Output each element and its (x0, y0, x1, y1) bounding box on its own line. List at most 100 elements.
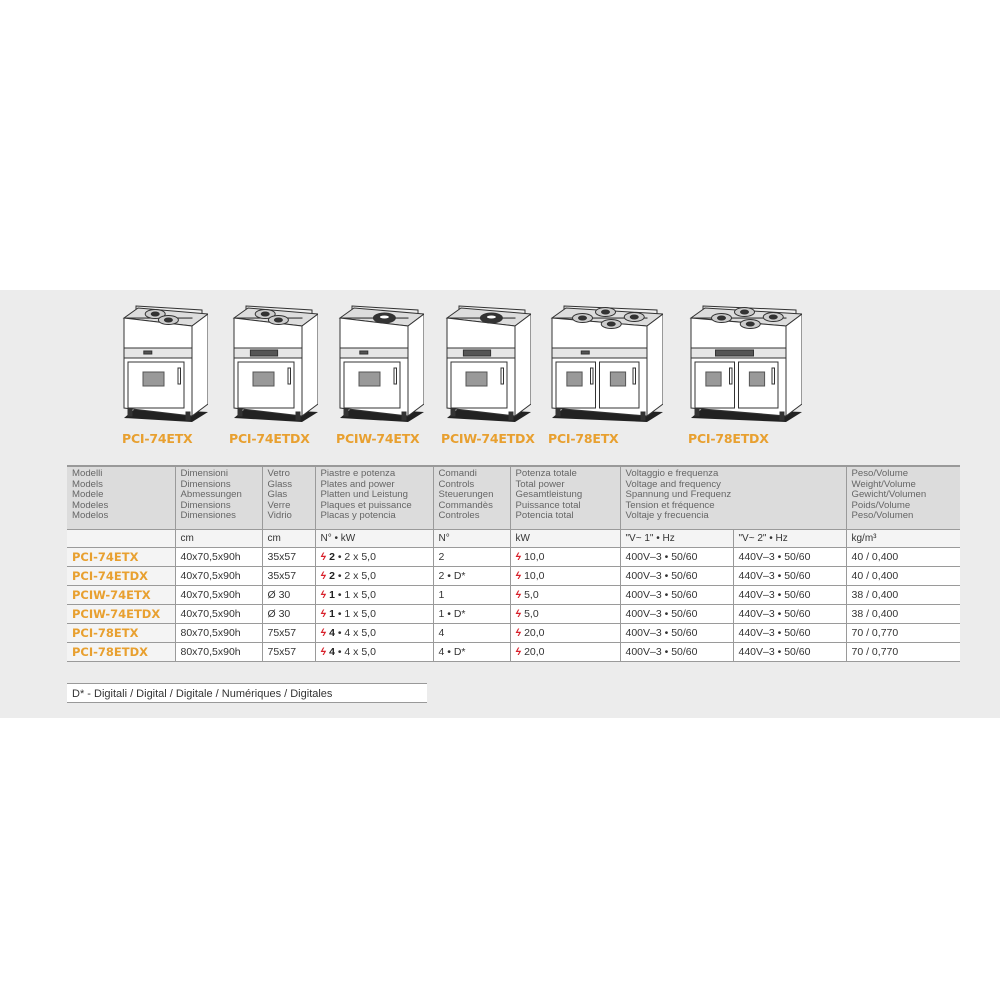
model-cell: PCI-78ETDX (67, 642, 176, 662)
table-row: PCI-74ETX 40x70,5x90h 35x57 ϟ 2 • 2 x 5,0 2 ϟ 1… (67, 547, 960, 567)
lightning-bolt-icon: ϟ (515, 551, 522, 563)
header-line: Models (72, 478, 103, 490)
total-power-cell: ϟ 20,0 (510, 642, 621, 662)
table-row: PCI-78ETX 80x70,5x90h 75x57 ϟ 4 • 4 x 5,0 4 ϟ 2… (67, 623, 960, 643)
unit-cell: "V~ 1" • Hz (620, 529, 734, 548)
header-line: Vidrio (267, 510, 292, 521)
controls-cell: 4 (433, 623, 511, 643)
column-header: Dimensioni Dimensions Abmessungen Dimension… (175, 465, 263, 530)
glass-cell: Ø 30 (262, 604, 316, 624)
header-line: Glas (267, 489, 288, 500)
lightning-bolt-icon: ϟ (320, 627, 327, 639)
stove-drawing (550, 305, 663, 422)
header-row: Modelli Models Modele Modeles Modelos Dimensi… (67, 465, 960, 530)
controls-cell: 1 • D* (433, 604, 511, 624)
dimensions-cell: 40x70,5x90h (175, 566, 263, 586)
header-line: Modelos (72, 510, 109, 521)
product-illustration (687, 300, 802, 422)
product-label: PCIW-74ETX (336, 431, 420, 446)
total-power-cell: ϟ 10,0 (510, 566, 621, 586)
lightning-bolt-icon: ϟ (515, 608, 522, 620)
dimensions-cell: 40x70,5x90h (175, 547, 263, 567)
header-line: Controls (438, 478, 475, 490)
voltage1-cell: 400V–3 • 50/60 (620, 642, 734, 662)
table-row: PCIW-74ETDX 40x70,5x90h Ø 30 ϟ 1 • 1 x 5,0 1 … (67, 604, 960, 624)
total-power-value: 10,0 (524, 551, 545, 563)
voltage2-cell: 440V–3 • 50/60 (733, 585, 847, 605)
product-label: PCI-78ETDX (688, 431, 769, 446)
voltage2-cell: 440V–3 • 50/60 (733, 604, 847, 624)
unit-cell: N° • kW (315, 529, 434, 548)
column-header: Vetro Glass Glas Verre Vidrio (262, 465, 316, 530)
header-line: Peso/Volumen (851, 510, 914, 521)
model-cell: PCIW-74ETX (67, 585, 176, 605)
header-line: Vetro (267, 468, 290, 479)
voltage1-cell: 400V–3 • 50/60 (620, 623, 734, 643)
voltage2-cell: 440V–3 • 50/60 (733, 623, 847, 643)
total-power-value: 20,0 (524, 646, 545, 658)
header-line: Spannung und Frequenz (625, 489, 732, 500)
plates-power: • 4 x 5,0 (334, 646, 376, 658)
header-line: Commandès (438, 499, 493, 511)
unit-cell: kg/m³ (846, 529, 960, 548)
header-line: Modelli (72, 468, 103, 479)
plates-power: • 2 x 5,0 (334, 570, 376, 582)
glass-cell: 35x57 (262, 547, 316, 567)
unit-cell: cm (262, 529, 316, 548)
plates-count: 2 (329, 570, 335, 582)
footnote: D* - Digitali / Digital / Digitale / Num… (67, 683, 427, 703)
total-power-value: 10,0 (524, 570, 545, 582)
header-line: Controles (438, 510, 480, 521)
product-label: PCI-78ETX (548, 431, 619, 446)
header-line: Total power (515, 478, 565, 490)
model-cell: PCIW-74ETDX (67, 604, 176, 624)
lightning-bolt-icon: ϟ (515, 589, 522, 601)
unit-cell: kW (510, 529, 621, 548)
header-line: Modele (72, 489, 104, 500)
lightning-bolt-icon: ϟ (320, 570, 327, 582)
plates-count: 1 (329, 608, 335, 620)
stove-drawing (338, 305, 424, 422)
lightning-bolt-icon: ϟ (515, 627, 522, 639)
header-line: Piastre e potenza (320, 468, 396, 479)
header-line: Voltaje y frecuencia (625, 510, 709, 521)
controls-cell: 4 • D* (433, 642, 511, 662)
units-row: cm cm N° • kW N° kW "V~ 1" • Hz "V~ 2" • Hz kg/… (67, 529, 960, 548)
product-illustration (443, 300, 531, 422)
voltage2-cell: 440V–3 • 50/60 (733, 642, 847, 662)
glass-cell: Ø 30 (262, 585, 316, 605)
header-line: Potencia total (515, 510, 574, 521)
total-power-cell: ϟ 20,0 (510, 623, 621, 643)
header-line: Gewicht/Volumen (851, 489, 927, 500)
column-header: Comandi Controls Steuerungen Commandès Contr… (433, 465, 511, 530)
plates-count: 4 (329, 646, 335, 658)
voltage1-cell: 400V–3 • 50/60 (620, 547, 734, 567)
glass-cell: 75x57 (262, 642, 316, 662)
product-label: PCIW-74ETDX (441, 431, 535, 446)
header-line: Modeles (72, 499, 109, 511)
stove-drawing (689, 305, 802, 422)
total-power-cell: ϟ 5,0 (510, 585, 621, 605)
header-line: Tension et fréquence (625, 499, 715, 511)
header-line: Peso/Volume (851, 468, 909, 479)
header-line: Gesamtleistung (515, 489, 583, 500)
controls-cell: 1 (433, 585, 511, 605)
column-header: Potenza totale Total power Gesamtleistung P… (510, 465, 621, 530)
header-line: Comandi (438, 468, 477, 479)
plates-power: • 4 x 5,0 (334, 627, 376, 639)
stove-drawing (122, 305, 208, 422)
column-header: Piastre e potenza Plates and power Platten… (315, 465, 434, 530)
product-illustration (336, 300, 424, 422)
controls-cell: 2 • D* (433, 566, 511, 586)
plates-power: • 2 x 5,0 (334, 551, 376, 563)
header-line: Potenza totale (515, 468, 577, 479)
lightning-bolt-icon: ϟ (320, 551, 327, 563)
header-line: Dimensions (180, 478, 231, 490)
plates-power: • 1 x 5,0 (334, 608, 376, 620)
stove-drawing (232, 305, 318, 422)
